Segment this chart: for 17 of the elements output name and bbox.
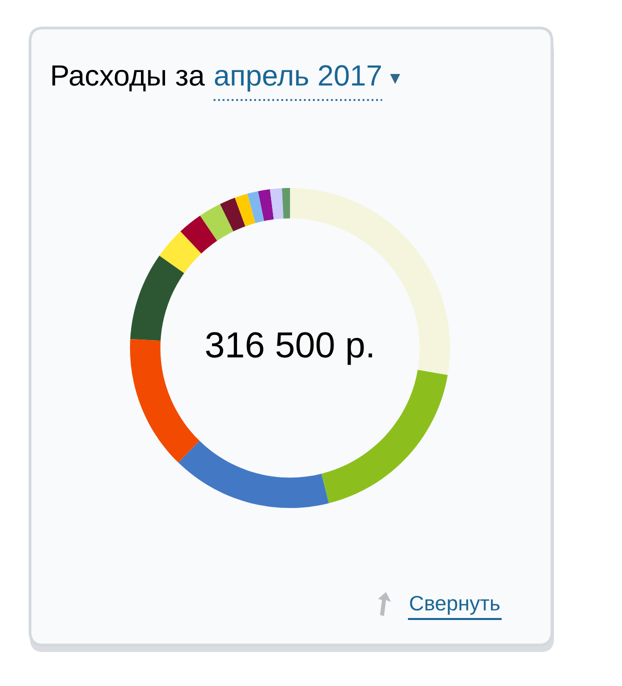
donut-slice	[321, 370, 448, 504]
donut-slice	[282, 188, 290, 219]
donut-slice	[130, 338, 200, 463]
chart-subtitle: апрель 2017	[214, 65, 381, 92]
donut-slice	[258, 189, 274, 222]
donut-slice	[130, 256, 184, 341]
donut-slice	[178, 440, 329, 508]
chart-title: Расходы за	[52, 65, 205, 92]
donut-slice	[247, 191, 264, 224]
donut-slice	[220, 198, 246, 232]
donut-slice	[180, 216, 218, 254]
text: 316 500 р.	[206, 332, 372, 365]
donut-slice	[270, 188, 284, 220]
donut-slice	[200, 204, 234, 241]
text: Свернуть	[410, 596, 500, 615]
donut-slice	[159, 231, 202, 274]
donut-slice	[234, 194, 256, 226]
